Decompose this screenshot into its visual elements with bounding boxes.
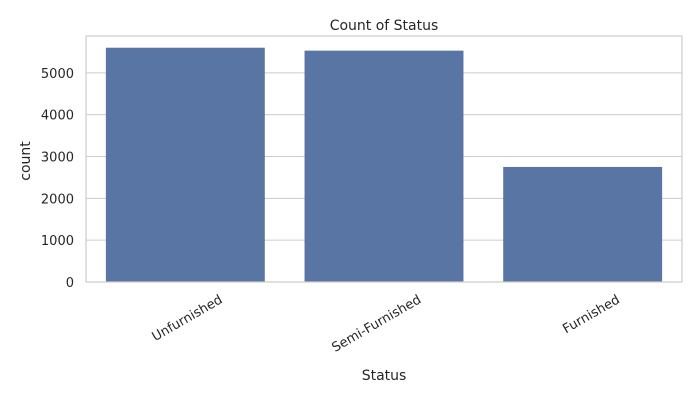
y-tick-label: 0 xyxy=(66,276,74,291)
x-tick-label: Furnished xyxy=(560,292,622,337)
x-tick-label: Semi-Furnished xyxy=(330,292,424,355)
y-tick-label: 5000 xyxy=(41,67,74,82)
x-tick-labels: Unfurnished Semi-Furnished Furnished xyxy=(150,292,623,355)
y-tick-label: 2000 xyxy=(41,192,74,207)
bars xyxy=(105,47,663,283)
x-axis-label: Status xyxy=(362,368,407,384)
y-tick-label: 1000 xyxy=(41,234,74,249)
y-axis-label: count xyxy=(18,141,34,181)
y-tick-labels: 0 1000 2000 3000 4000 5000 xyxy=(41,67,74,291)
chart-title: Count of Status xyxy=(330,18,439,34)
bar-furnished xyxy=(503,166,663,282)
bar-semi-furnished xyxy=(304,50,464,283)
x-tick-label: Unfurnished xyxy=(150,292,226,344)
y-tick-label: 3000 xyxy=(41,150,74,165)
plot-frame xyxy=(85,35,683,283)
y-tick-label: 4000 xyxy=(41,109,74,124)
bar-unfurnished xyxy=(105,47,265,282)
